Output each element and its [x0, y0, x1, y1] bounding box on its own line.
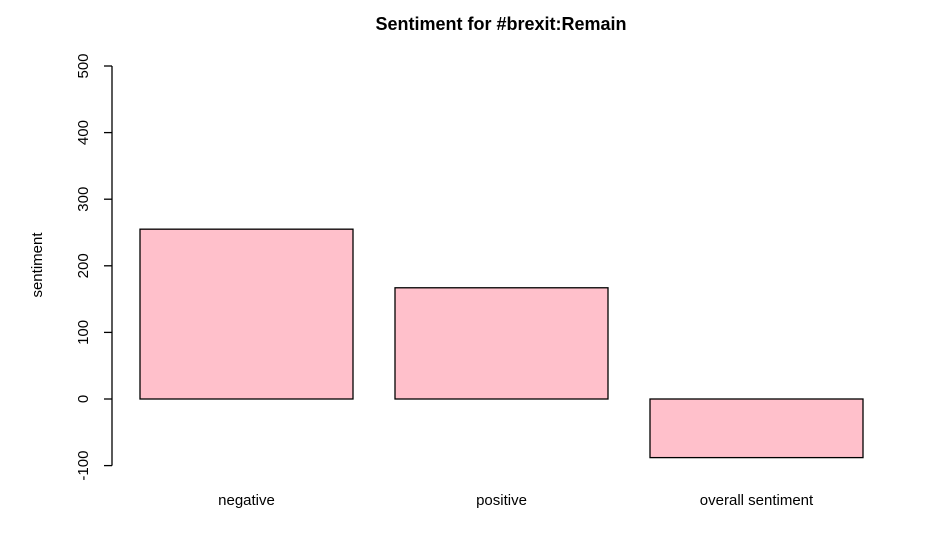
y-tick-label: 300	[75, 187, 92, 212]
x-category-label: negative	[218, 492, 275, 509]
x-axis-labels: negative positive overall sentiment	[218, 492, 814, 509]
y-tick-label: -100	[75, 451, 92, 481]
x-category-label: overall sentiment	[700, 492, 814, 509]
y-axis: -100 0 100 200 300 400 500	[75, 53, 113, 481]
bar-overall-sentiment	[649, 398, 864, 459]
y-tick-label: 500	[75, 53, 92, 78]
chart-title: Sentiment for #brexit:Remain	[375, 14, 626, 34]
bars-group	[139, 228, 864, 459]
bar-negative	[139, 228, 354, 400]
bar-positive	[394, 287, 609, 400]
y-tick-label: 200	[75, 253, 92, 278]
y-tick-label: 0	[75, 395, 92, 403]
y-tick-label: 100	[75, 320, 92, 345]
y-tick-label: 400	[75, 120, 92, 145]
y-axis-label: sentiment	[29, 232, 46, 298]
x-category-label: positive	[476, 492, 527, 509]
